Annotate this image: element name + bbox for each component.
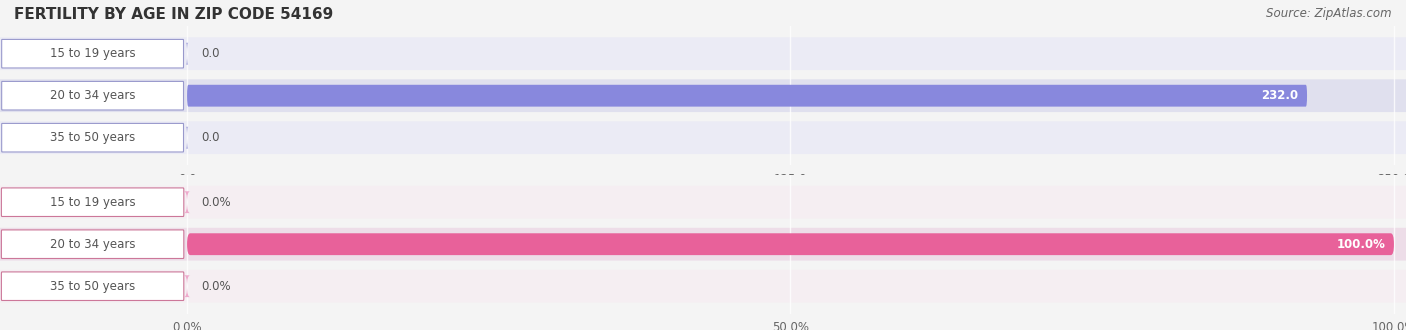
- Text: 0.0: 0.0: [201, 47, 221, 60]
- Text: 0.0%: 0.0%: [201, 196, 231, 209]
- FancyBboxPatch shape: [1, 272, 184, 301]
- FancyBboxPatch shape: [184, 191, 190, 213]
- Text: 35 to 50 years: 35 to 50 years: [51, 280, 135, 293]
- FancyBboxPatch shape: [187, 85, 1308, 107]
- FancyBboxPatch shape: [184, 275, 190, 297]
- Text: 0.0%: 0.0%: [201, 280, 231, 293]
- Text: 232.0: 232.0: [1261, 89, 1299, 102]
- FancyBboxPatch shape: [0, 79, 1406, 112]
- Text: 20 to 34 years: 20 to 34 years: [49, 238, 135, 251]
- FancyBboxPatch shape: [0, 228, 1406, 261]
- Text: 15 to 19 years: 15 to 19 years: [49, 196, 135, 209]
- Text: FERTILITY BY AGE IN ZIP CODE 54169: FERTILITY BY AGE IN ZIP CODE 54169: [14, 7, 333, 21]
- Text: 0.0: 0.0: [201, 131, 221, 144]
- Text: 35 to 50 years: 35 to 50 years: [51, 131, 135, 144]
- Text: 20 to 34 years: 20 to 34 years: [49, 89, 135, 102]
- FancyBboxPatch shape: [0, 37, 1406, 70]
- FancyBboxPatch shape: [187, 233, 1393, 255]
- Text: 15 to 19 years: 15 to 19 years: [49, 47, 135, 60]
- Text: 100.0%: 100.0%: [1337, 238, 1385, 251]
- FancyBboxPatch shape: [1, 82, 184, 110]
- FancyBboxPatch shape: [1, 188, 184, 216]
- FancyBboxPatch shape: [1, 39, 184, 68]
- Text: Source: ZipAtlas.com: Source: ZipAtlas.com: [1267, 7, 1392, 19]
- FancyBboxPatch shape: [0, 186, 1406, 218]
- FancyBboxPatch shape: [1, 230, 184, 258]
- FancyBboxPatch shape: [186, 43, 188, 65]
- FancyBboxPatch shape: [186, 127, 188, 148]
- FancyBboxPatch shape: [1, 123, 184, 152]
- FancyBboxPatch shape: [0, 270, 1406, 303]
- FancyBboxPatch shape: [0, 121, 1406, 154]
